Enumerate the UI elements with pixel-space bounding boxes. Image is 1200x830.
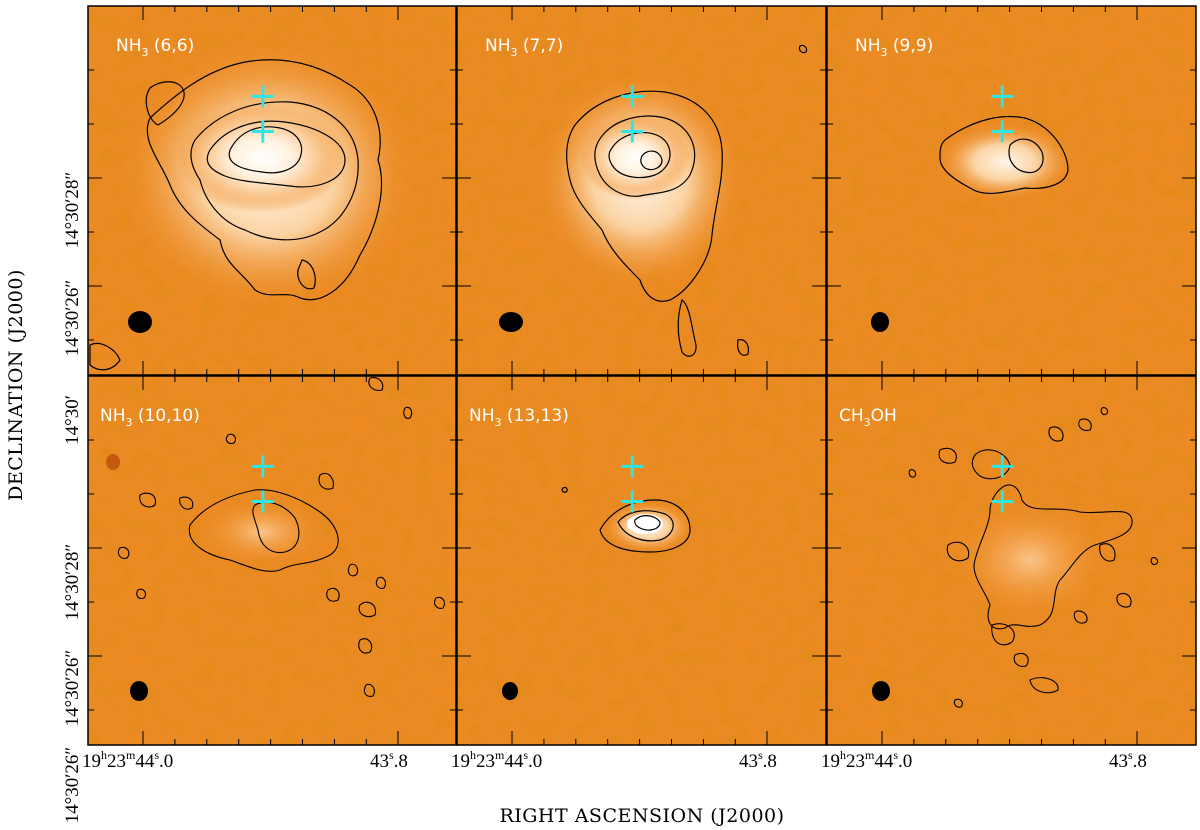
dec-tick-extra-2: 14°30′26″ [62, 747, 83, 824]
ra-tick-first-p5: 19h23m44s.0 [451, 748, 542, 772]
marker-south-source-p4 [251, 490, 274, 513]
contours [117, 377, 445, 697]
panel-frame-p6 [826, 375, 1197, 746]
panel-label-p4: NH3 (10,10) [100, 406, 200, 429]
panel-frame-p3 [826, 5, 1197, 376]
marker-north-source-p6 [991, 455, 1014, 478]
marker-south-source-p6 [991, 490, 1014, 513]
panel-nh3-6-6 [88, 6, 456, 375]
ra-tick-second-p6: 43s.8 [1109, 748, 1147, 772]
marker-south-source-p1 [251, 120, 274, 143]
ticks-p2 [457, 6, 826, 375]
source-markers [251, 85, 1014, 513]
y-axis-title: DECLINATION (J2000) [5, 269, 27, 501]
contours [566, 44, 808, 357]
panel-frame-p2 [456, 5, 827, 376]
panel-frame-p5 [456, 375, 827, 746]
emission-glow [197, 497, 327, 567]
panel-nh3-9-9 [827, 6, 1196, 375]
marker-south-source-p5 [621, 490, 644, 513]
beam-ellipse [130, 681, 148, 701]
panel-label-p5: NH3 (13,13) [469, 406, 569, 429]
x-axis-title: RIGHT ASCENSION (J2000) [499, 805, 784, 827]
panel-label-p2: NH3 (7,7) [485, 36, 563, 59]
dec-tick-26-bottom: 14°30′26″ [62, 650, 83, 727]
emission-glow [950, 500, 1110, 620]
panel-label-p1: NH3 (6,6) [116, 36, 194, 59]
panel-background [457, 376, 826, 745]
panel-ch3oh [827, 376, 1196, 745]
beam-ellipse [499, 312, 523, 332]
ticks-p5 [457, 376, 826, 745]
ticks-p3 [827, 6, 1196, 375]
panel-label-p6: CH3OH [839, 406, 897, 429]
emission-peak [627, 514, 663, 534]
contours [939, 115, 1069, 195]
ra-tick-first-p6: 19h23m44s.0 [821, 748, 912, 772]
dec-tick-26-top: 14°30′26″ [62, 280, 83, 357]
contours [908, 407, 1159, 708]
ra-tick-second-p5: 43s.8 [739, 748, 777, 772]
beam-ellipse [872, 681, 890, 701]
panel-frames [87, 5, 1197, 746]
ra-tick-labels: 19h23m44s.0 43s.8 19h23m44s.0 43s.8 19h23m44… [82, 748, 1147, 772]
emission-peak [580, 116, 690, 200]
ticks-p6 [827, 376, 1196, 745]
contours [89, 59, 383, 371]
marker-north-source-p5 [621, 455, 644, 478]
marker-south-source-p3 [991, 120, 1014, 143]
panel-nh3-10-10 [88, 376, 456, 745]
ra-tick-second-p4: 43s.8 [370, 748, 408, 772]
panel-nh3-7-7 [457, 6, 826, 375]
panel-nh3-13-13 [457, 376, 826, 745]
marker-north-source-p1 [251, 85, 274, 108]
beam-ellipse [502, 682, 518, 700]
marker-north-source-p4 [251, 455, 274, 478]
marker-north-source-p3 [991, 85, 1014, 108]
marker-north-source-p2 [621, 85, 644, 108]
beam-ellipse [128, 311, 152, 333]
emission-glow [935, 122, 1075, 202]
marker-south-source-p2 [621, 120, 644, 143]
dec-tick-labels: 14°30′28″ 14°30′26″ 14°30′28″ 14°30′26″ … [62, 172, 83, 824]
ra-tick-first-p4: 19h23m44s.0 [82, 748, 173, 772]
panel-label-p3: NH3 (9,9) [855, 36, 933, 59]
panel-frame-p4 [87, 375, 457, 746]
dec-tick-28-top: 14°30′28″ [62, 172, 83, 249]
dec-tick-28-bottom: 14°30′28″ [62, 544, 83, 621]
emission-peak [177, 103, 347, 213]
panel-frame-p1 [87, 5, 457, 376]
dec-tick-extra: 14°30′ [62, 395, 83, 445]
ticks-p1 [88, 6, 456, 375]
dark-spot [106, 454, 120, 470]
ticks-p4 [88, 376, 456, 745]
beam-ellipse [871, 312, 889, 332]
contours [561, 486, 691, 553]
panel-labels: NH3 (6,6) NH3 (7,7) NH3 (9,9) NH3 (10,10) NH… [100, 36, 933, 429]
